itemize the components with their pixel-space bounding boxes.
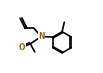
- Text: O: O: [19, 43, 26, 52]
- Text: N: N: [38, 32, 44, 41]
